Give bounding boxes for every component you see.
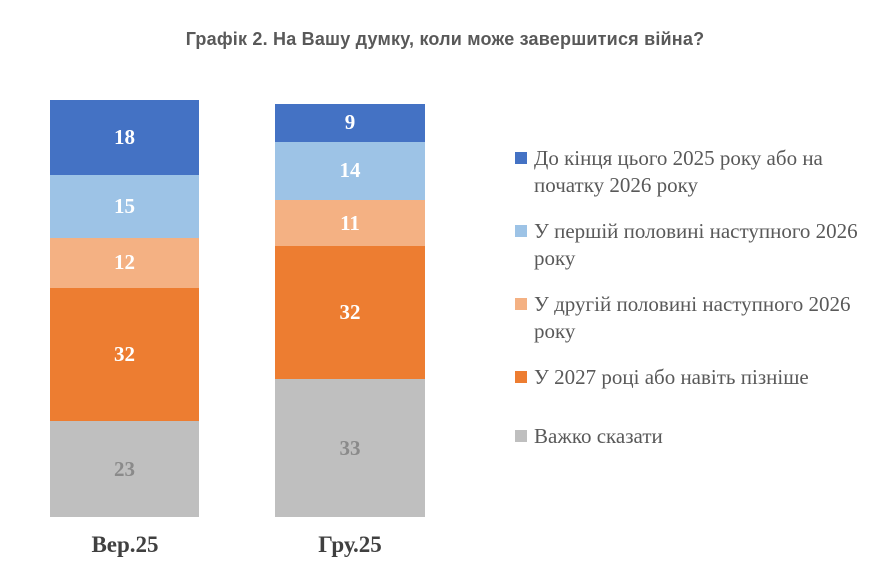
bar-segment: 11 bbox=[275, 200, 425, 246]
bar-segment-value-label: 12 bbox=[114, 250, 135, 275]
bar-segment: 15 bbox=[50, 175, 199, 238]
bar-column-ver25: 18 15 12 32 23 bbox=[50, 100, 199, 517]
legend-item-2027-or-later: У 2027 році або навіть пізніше bbox=[515, 364, 870, 391]
legend-swatch-icon bbox=[515, 298, 527, 310]
bar-column-gru25: 9 14 11 32 33 bbox=[275, 104, 425, 517]
legend-item-label: До кінця цього 2025 року або на початку … bbox=[534, 146, 823, 197]
legend-item-label: У 2027 році або навіть пізніше bbox=[534, 365, 809, 389]
legend-swatch-icon bbox=[515, 430, 527, 442]
x-axis-label-ver25: Вер.25 bbox=[91, 532, 159, 557]
legend-item-label: Важко сказати bbox=[534, 424, 663, 448]
bar-segment-value-label: 23 bbox=[114, 456, 135, 481]
bar-segment: 12 bbox=[50, 237, 199, 288]
bar-segment: 23 bbox=[50, 421, 199, 517]
legend-item-label: У першій половині наступного 2026 року bbox=[534, 219, 858, 270]
x-axis-label-gru25: Гру.25 bbox=[318, 532, 382, 557]
legend-swatch-icon bbox=[515, 152, 527, 164]
legend-swatch-icon bbox=[515, 225, 527, 237]
plot-area: 18 15 12 32 23 9 14 11 32 33 Вер.25 Гру.25 bbox=[50, 100, 425, 557]
legend-item-label: У другій половині наступного 2026 року bbox=[534, 292, 851, 343]
bar-segment-value-label: 9 bbox=[344, 110, 356, 135]
bar-segment-value-label: 11 bbox=[340, 210, 360, 235]
bar-segment: 14 bbox=[275, 141, 425, 201]
chart-title: Графік 2. На Вашу думку, коли може завер… bbox=[185, 29, 705, 49]
bar-segment: 32 bbox=[275, 245, 425, 380]
bar-segment: 33 bbox=[275, 379, 425, 517]
bar-segment: 9 bbox=[275, 104, 425, 142]
legend-item-2025-early-2026: До кінця цього 2025 року або на початку … bbox=[515, 145, 870, 199]
chart-legend: До кінця цього 2025 року або на початку … bbox=[515, 145, 870, 469]
legend-item-first-half-2026: У першій половині наступного 2026 року bbox=[515, 218, 870, 272]
bar-segment-value-label: 32 bbox=[339, 300, 361, 325]
bar-segment-value-label: 32 bbox=[114, 341, 135, 366]
bar-segment-value-label: 15 bbox=[114, 193, 135, 218]
bar-segment-value-label: 33 bbox=[339, 435, 361, 460]
bar-segment-value-label: 18 bbox=[114, 125, 135, 150]
legend-item-hard-to-say: Важко сказати bbox=[515, 423, 870, 450]
bar-segment-value-label: 14 bbox=[339, 158, 361, 183]
bar-segment: 18 bbox=[50, 100, 199, 176]
legend-swatch-icon bbox=[515, 371, 527, 383]
legend-item-second-half-2026: У другій половині наступного 2026 року bbox=[515, 291, 870, 345]
bar-segment: 32 bbox=[50, 287, 199, 422]
